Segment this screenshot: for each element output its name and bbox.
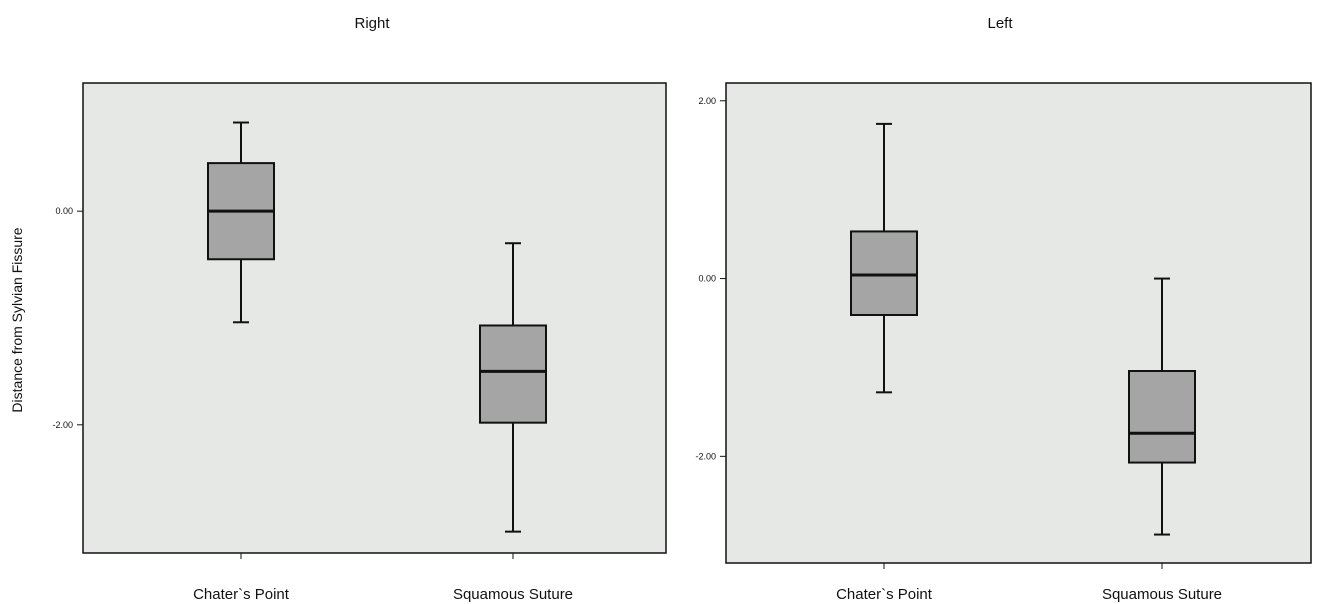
plot-area-right — [82, 82, 667, 554]
y-tick-label-left-1: 0.00 — [698, 274, 716, 284]
category-label-left-squamous-suture: Squamous Suture — [1102, 586, 1222, 603]
plot-area-left — [725, 82, 1312, 564]
panel-title-right: Right — [354, 15, 390, 32]
iqr-box — [850, 230, 918, 316]
y-tick-label-right-0: 0.00 — [55, 206, 73, 216]
y-tick-label-left-2: -2.00 — [695, 451, 716, 461]
category-label-right-squamous-suture: Squamous Suture — [453, 586, 573, 603]
panel-right: Right 0.00 -2.00 Chater`s Point Squamous Sut… — [52, 15, 667, 603]
iqr-box — [479, 324, 547, 424]
category-label-left-chaters-point: Chater`s Point — [836, 586, 933, 603]
y-tick-label-right-1: -2.00 — [52, 420, 73, 430]
box-left-chaters-point — [850, 122, 918, 394]
category-label-right-chaters-point: Chater`s Point — [193, 586, 290, 603]
panel-title-left: Left — [987, 15, 1013, 32]
y-tick-label-left-0: 2.00 — [698, 96, 716, 106]
box-right-chaters-point — [207, 121, 275, 324]
box-left-squamous-suture — [1128, 277, 1196, 536]
iqr-box — [1128, 370, 1196, 464]
y-axis-title: Distance from Sylvian Fissure — [9, 227, 25, 412]
box-right-squamous-suture — [479, 242, 547, 533]
panel-left: Left 2.00 0.00 -2.00 Chater`s Point Squamous … — [695, 15, 1312, 603]
